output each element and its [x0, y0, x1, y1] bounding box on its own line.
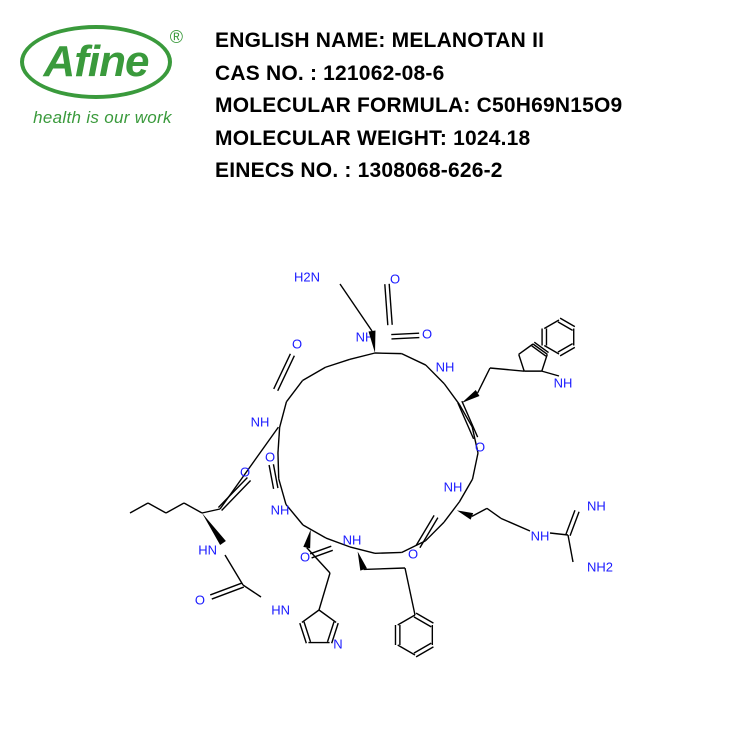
- english-name-row: ENGLISH NAME: MELANOTAN II: [215, 25, 735, 58]
- svg-text:O: O: [422, 326, 432, 341]
- cas-label: CAS NO. :: [215, 58, 323, 91]
- svg-text:HN: HN: [271, 602, 290, 617]
- svg-text:NH: NH: [436, 359, 455, 374]
- weight-row: MOLECULAR WEIGHT: 1024.18: [215, 123, 735, 156]
- english-name-label: ENGLISH NAME:: [215, 25, 392, 58]
- header-block: Afine ® health is our work ENGLISH NAME:…: [15, 25, 735, 188]
- cas-row: CAS NO. : 121062-08-6: [215, 58, 735, 91]
- trademark-icon: ®: [170, 27, 183, 48]
- svg-text:NH: NH: [271, 502, 290, 517]
- svg-text:O: O: [475, 439, 485, 454]
- formula-value: C50H69N15O9: [477, 90, 623, 123]
- english-name-value: MELANOTAN II: [392, 25, 545, 58]
- structure-diagram-area: NHONHONHONHONHONHOH2NONHNHNHNH2HNNOHNO: [15, 223, 735, 713]
- svg-text:HN: HN: [198, 542, 217, 557]
- svg-text:O: O: [195, 592, 205, 607]
- svg-text:O: O: [408, 546, 418, 561]
- svg-text:NH: NH: [251, 414, 270, 429]
- svg-text:O: O: [240, 464, 250, 479]
- svg-text:NH2: NH2: [587, 559, 613, 574]
- compound-info: ENGLISH NAME: MELANOTAN II CAS NO. : 121…: [215, 25, 735, 188]
- brand-tagline: health is our work: [33, 108, 172, 128]
- svg-text:NH: NH: [587, 498, 606, 513]
- svg-text:NH: NH: [531, 528, 550, 543]
- weight-value: 1024.18: [453, 123, 530, 156]
- cas-value: 121062-08-6: [323, 58, 444, 91]
- einecs-row: EINECS NO. : 1308068-626-2: [215, 155, 735, 188]
- molecular-structure: NHONHONHONHONHONHOH2NONHNHNHNH2HNNOHNO: [95, 223, 655, 713]
- einecs-label: EINECS NO. :: [215, 155, 358, 188]
- svg-text:O: O: [300, 549, 310, 564]
- svg-text:NH: NH: [444, 479, 463, 494]
- formula-row: MOLECULAR FORMULA: C50H69N15O9: [215, 90, 735, 123]
- svg-text:N: N: [333, 636, 342, 651]
- svg-text:O: O: [292, 336, 302, 351]
- einecs-value: 1308068-626-2: [358, 155, 503, 188]
- formula-label: MOLECULAR FORMULA:: [215, 90, 477, 123]
- svg-text:NH: NH: [554, 375, 573, 390]
- svg-text:NH: NH: [343, 532, 362, 547]
- brand-logo: Afine ® health is our work: [15, 25, 190, 128]
- svg-text:H2N: H2N: [294, 269, 320, 284]
- weight-label: MOLECULAR WEIGHT:: [215, 123, 453, 156]
- logo-text: Afine: [44, 37, 149, 87]
- svg-text:O: O: [265, 449, 275, 464]
- logo-oval: Afine: [20, 25, 172, 99]
- svg-text:O: O: [390, 271, 400, 286]
